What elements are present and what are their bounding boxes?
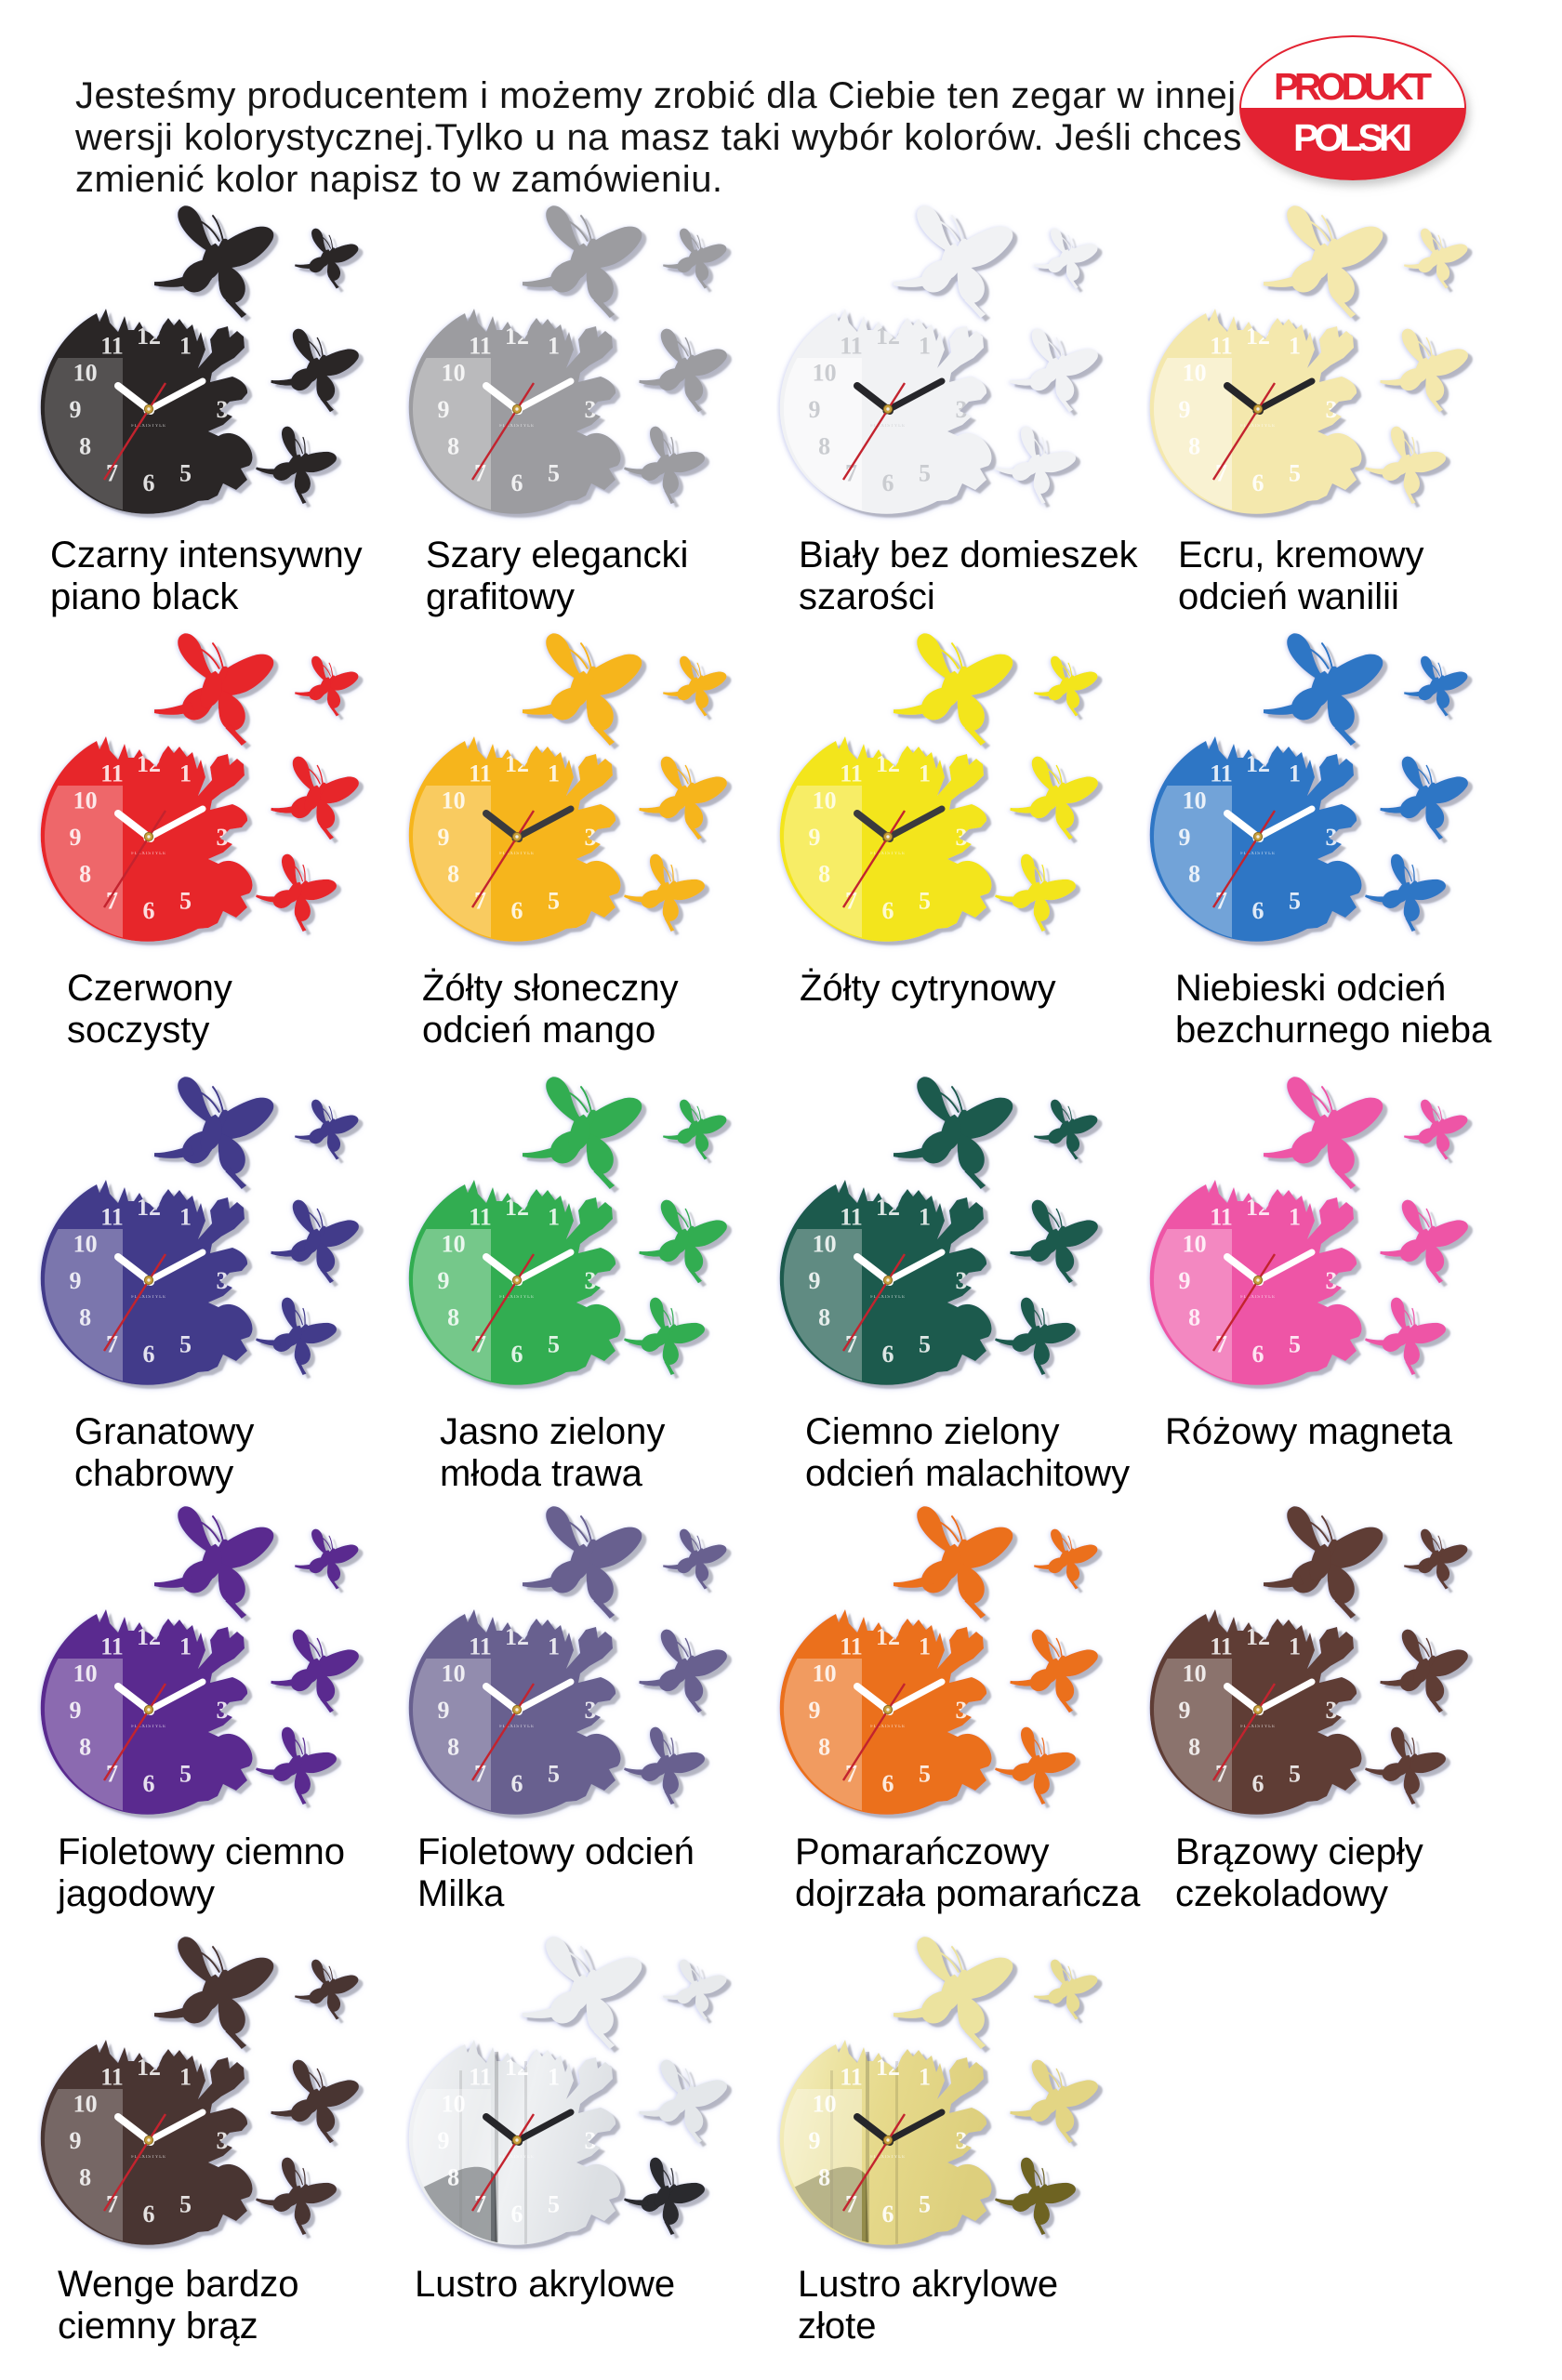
svg-text:POLSKI: POLSKI xyxy=(1293,116,1412,159)
svg-text:3: 3 xyxy=(585,2127,597,2154)
svg-text:5: 5 xyxy=(919,2190,931,2217)
svg-text:6: 6 xyxy=(882,2201,894,2228)
svg-text:7: 7 xyxy=(474,2190,486,2217)
svg-text:9: 9 xyxy=(809,2127,821,2154)
svg-text:8: 8 xyxy=(818,2164,830,2191)
svg-text:10: 10 xyxy=(813,2091,837,2118)
svg-text:8: 8 xyxy=(447,2164,459,2191)
svg-text:3: 3 xyxy=(956,2127,968,2154)
svg-text:10: 10 xyxy=(442,2091,466,2118)
svg-text:11: 11 xyxy=(469,2064,492,2091)
svg-text:6: 6 xyxy=(511,2201,523,2228)
svg-text:1: 1 xyxy=(548,2064,560,2091)
svg-text:PRODUKT: PRODUKT xyxy=(1274,65,1432,108)
svg-text:1: 1 xyxy=(919,2064,931,2091)
svg-text:FLEXISTYLE: FLEXISTYLE xyxy=(870,2155,906,2160)
svg-text:5: 5 xyxy=(548,2190,560,2217)
svg-text:FLEXISTYLE: FLEXISTYLE xyxy=(499,2155,535,2160)
svg-text:9: 9 xyxy=(438,2127,450,2154)
svg-text:11: 11 xyxy=(840,2064,863,2091)
svg-text:7: 7 xyxy=(845,2190,857,2217)
